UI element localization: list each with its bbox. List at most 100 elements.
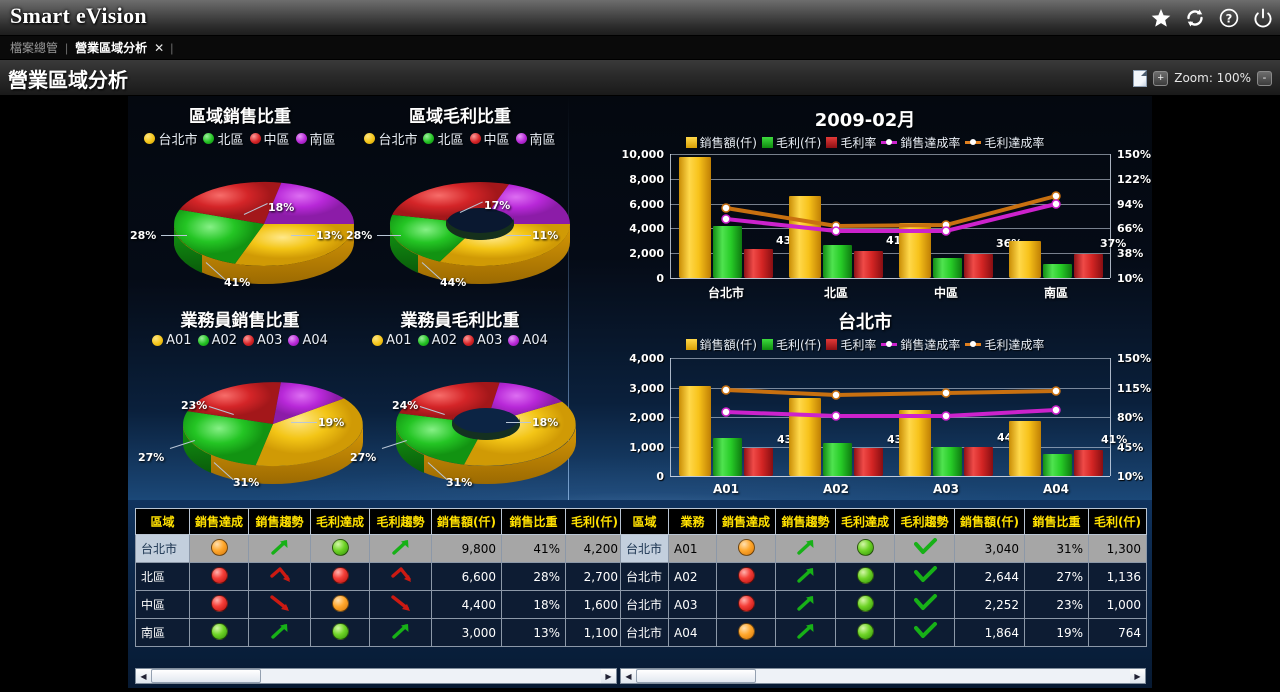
col-sales-status[interactable]: 銷售達成 [188, 508, 250, 535]
ytick2-right-45: 45% [1117, 440, 1144, 454]
col-sales-amount[interactable]: 銷售額(仟) [431, 508, 503, 535]
col2-profit-trend[interactable]: 毛利趨勢 [894, 508, 956, 535]
col2-sales-trend[interactable]: 銷售趨勢 [775, 508, 837, 535]
star-icon[interactable] [1150, 7, 1172, 29]
pie-leader-2 [291, 235, 315, 236]
bar-chart-region-monthly[interactable]: 10,000 8,000 6,000 4,000 2,000 0 150% 12… [580, 148, 1151, 300]
scroll-right-arrow[interactable]: ▶ [601, 669, 616, 683]
cell-region: 北區 [135, 562, 190, 591]
legend-label-sales-amount: 銷售額(仟) [699, 136, 757, 150]
power-icon[interactable] [1252, 7, 1274, 29]
bar-sales-taipei[interactable] [679, 156, 711, 278]
bar2-profit-rate-a02[interactable] [854, 447, 883, 476]
salesperson-table-hscrollbar[interactable]: ◀ ▶ [620, 668, 1146, 684]
col2-region[interactable]: 區域 [620, 508, 669, 535]
bar-profit-central[interactable] [933, 258, 962, 278]
pie-chart-salesperson-sales-share[interactable] [182, 382, 363, 494]
table-row[interactable]: 台北市 A04 1,864 19% 764 [620, 618, 1148, 647]
cell2-sales-share: 31% [1024, 534, 1090, 563]
col-sales-share[interactable]: 銷售比重 [501, 508, 567, 535]
col-gross-profit[interactable]: 毛利(仟) [565, 508, 625, 535]
bar2-profit-a03[interactable] [933, 446, 962, 476]
bar-chart-taipei-salespersons[interactable]: 4,000 3,000 2,000 1,000 0 150% 115% 80% … [580, 352, 1151, 498]
bar-profit-taipei[interactable] [713, 225, 742, 278]
bar-profit-north[interactable] [823, 244, 852, 278]
legend-swatch-profit-rate-2 [826, 339, 838, 350]
bar2-profit-rate-a04[interactable] [1074, 449, 1103, 476]
bar-profit-rate-central[interactable] [964, 254, 993, 278]
table-row[interactable]: 台北市 9,800 41% 4,200 [135, 534, 625, 563]
col-profit-status[interactable]: 毛利達成 [310, 508, 371, 535]
table-row[interactable]: 台北市 A02 2,644 27% 1,136 [620, 562, 1148, 591]
pie-chart-region-sales-share[interactable] [173, 181, 355, 294]
table-row[interactable]: 中區 4,400 18% 1,600 [135, 590, 625, 619]
bar2-profit-a01[interactable] [713, 437, 742, 476]
bar2-profit-rate-a01[interactable] [744, 448, 773, 476]
bar-profit-south[interactable] [1043, 264, 1072, 278]
bar2-sales-a04[interactable] [1009, 421, 1041, 476]
ytick-left-6000: 6,000 [629, 197, 664, 211]
page-header: 營業區域分析 + Zoom: 100% - [0, 60, 1280, 96]
col2-sales-status[interactable]: 銷售達成 [715, 508, 777, 535]
tab-sales-region-analysis[interactable]: 營業區域分析 [75, 41, 148, 55]
salesperson-table[interactable]: 區域 業務 銷售達成 銷售趨勢 毛利達成 毛利趨勢 銷售額(仟) 銷售比重 毛利… [620, 508, 1148, 647]
tab-close-icon[interactable]: ✕ [154, 40, 165, 55]
scroll-thumb[interactable] [636, 669, 756, 683]
scroll-left-arrow[interactable]: ◀ [136, 669, 151, 683]
pie-label-region-profit-28: 28% [346, 229, 373, 242]
scroll-thumb[interactable] [151, 669, 261, 683]
legend-label-a01: A01 [166, 333, 192, 348]
bar-profit-rate-north[interactable] [854, 250, 883, 278]
bar-sales-south[interactable] [1009, 240, 1041, 278]
col2-sales-share[interactable]: 銷售比重 [1024, 508, 1090, 535]
chart-title-region-profit-share: 區域毛利比重 [409, 107, 511, 127]
refresh-icon[interactable] [1184, 7, 1206, 29]
col-region[interactable]: 區域 [135, 508, 190, 535]
zoom-toolbar: + Zoom: 100% - [1133, 60, 1272, 96]
pie-chart-salesperson-profit-share[interactable] [395, 382, 576, 494]
legend-region-monthly: 銷售額(仟) 毛利(仟) 毛利率 銷售達成率 毛利達成率 [580, 134, 1150, 151]
scroll-track[interactable] [636, 669, 1130, 683]
zoom-out-button[interactable]: - [1257, 70, 1272, 86]
line-series-overlay-taipei [721, 385, 1061, 421]
cell-sales-amount: 3,000 [431, 618, 503, 647]
cell2-profit-trend [894, 618, 956, 647]
col-sales-trend[interactable]: 銷售趨勢 [248, 508, 312, 535]
pie-label-sp-profit-18: 18% [532, 416, 559, 429]
scroll-right-arrow[interactable]: ▶ [1130, 669, 1145, 683]
bar-profit-rate-south[interactable] [1074, 254, 1103, 278]
scroll-left-arrow[interactable]: ◀ [621, 669, 636, 683]
col-profit-trend[interactable]: 毛利趨勢 [369, 508, 433, 535]
region-table[interactable]: 區域 銷售達成 銷售趨勢 毛利達成 毛利趨勢 銷售額(仟) 銷售比重 毛利(仟) [135, 508, 625, 647]
bar2-sales-a02[interactable] [789, 398, 821, 476]
legend-label-a01-2: A01 [386, 333, 412, 348]
cell-gross-profit: 4,200 [565, 534, 625, 563]
pie-chart-region-profit-share[interactable] [389, 182, 570, 294]
table-row[interactable]: 北區 6,600 28% 2,700 [135, 562, 625, 591]
col2-gross-profit[interactable]: 毛利(仟) [1088, 508, 1148, 535]
col2-sales-amount[interactable]: 銷售額(仟) [954, 508, 1026, 535]
table-row[interactable]: 南區 3,000 13% 1,100 [135, 618, 625, 647]
bar2-profit-a02[interactable] [823, 442, 852, 476]
legend-swatch-central-2 [469, 133, 481, 144]
zoom-in-button[interactable]: + [1153, 70, 1169, 86]
tab-file-explorer[interactable]: 檔案總管 [10, 41, 59, 55]
region-table-hscrollbar[interactable]: ◀ ▶ [135, 668, 617, 684]
bar-profit-rate-taipei[interactable] [744, 248, 773, 278]
bar-sales-north[interactable] [789, 196, 821, 278]
table-row[interactable]: 台北市 A01 3,040 31% 1,300 [620, 534, 1148, 563]
status-light-red-icon [737, 566, 755, 584]
bar2-profit-a04[interactable] [1043, 453, 1072, 476]
bar2-profit-rate-a03[interactable] [964, 446, 993, 476]
legend-label-a04: A04 [302, 333, 328, 348]
help-icon[interactable]: ? [1218, 7, 1240, 29]
col2-rep[interactable]: 業務 [668, 508, 717, 535]
cell2-sales-share: 19% [1024, 618, 1090, 647]
scroll-track[interactable] [151, 669, 601, 683]
bar2-sales-a01[interactable] [679, 386, 711, 476]
bar2-sales-a03[interactable] [899, 409, 931, 476]
table-row[interactable]: 台北市 A03 2,252 23% 1,000 [620, 590, 1148, 619]
document-icon[interactable] [1133, 69, 1148, 87]
col2-profit-status[interactable]: 毛利達成 [835, 508, 896, 535]
status-light-green-icon [331, 622, 349, 640]
